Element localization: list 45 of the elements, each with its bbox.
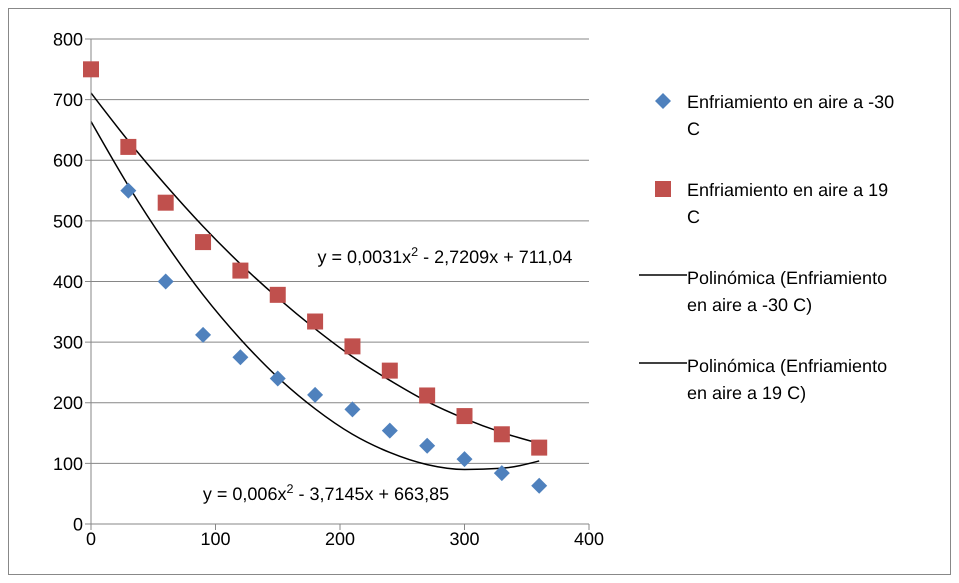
- y-tick-label: 300: [52, 332, 83, 353]
- y-tick-label: 600: [52, 150, 83, 171]
- point: [270, 286, 286, 303]
- point: [120, 138, 136, 155]
- legend-label: Enfriamiento en aire a -30 C: [687, 91, 896, 141]
- x-tick-label: 200: [324, 528, 356, 549]
- point: [158, 274, 174, 290]
- x-tick-label: 100: [200, 528, 231, 549]
- point: [195, 326, 212, 343]
- point: [382, 422, 398, 439]
- point: [382, 362, 398, 379]
- y-tick-label: 400: [52, 272, 83, 292]
- point: [120, 182, 136, 199]
- point: [531, 478, 548, 494]
- legend-label: Polinómica (Enfriamiento en aire a -30 C): [687, 267, 888, 317]
- point: [456, 451, 472, 468]
- x-tick-label: 0: [86, 528, 96, 549]
- point: [307, 314, 324, 330]
- point: [158, 194, 174, 211]
- y-tick-label: 100: [52, 454, 83, 474]
- legend-label: Enfriamiento en aire a 19 C: [687, 179, 890, 229]
- point: [494, 426, 510, 442]
- annotation: y = 0,006x$^{2}$ - 3,7145x + 663,85: [202, 482, 450, 504]
- y-tick-label: 200: [52, 393, 83, 414]
- point: [419, 438, 436, 454]
- x-tick-label: 400: [574, 528, 604, 549]
- y-tick-label: 700: [52, 90, 83, 110]
- point: [531, 440, 548, 456]
- point: [83, 61, 99, 78]
- point: [307, 386, 324, 403]
- point: [232, 349, 248, 366]
- annotation: y = 0,0031x$^{2}$ - 2,7209x + 711,04: [318, 245, 572, 267]
- point: [232, 262, 248, 279]
- point: [456, 408, 472, 424]
- y-tick-label: 500: [52, 211, 83, 232]
- point: [344, 338, 360, 354]
- point: [419, 387, 436, 404]
- point: [195, 234, 212, 250]
- point: [270, 370, 286, 386]
- point: [344, 401, 360, 418]
- legend-label: Polinómica (Enfriamiento en aire a 19 C): [687, 355, 888, 405]
- y-tick-label: 800: [52, 29, 83, 50]
- point: [494, 465, 510, 482]
- x-tick-label: 300: [449, 528, 480, 549]
- y-tick-label: 0: [72, 514, 83, 534]
